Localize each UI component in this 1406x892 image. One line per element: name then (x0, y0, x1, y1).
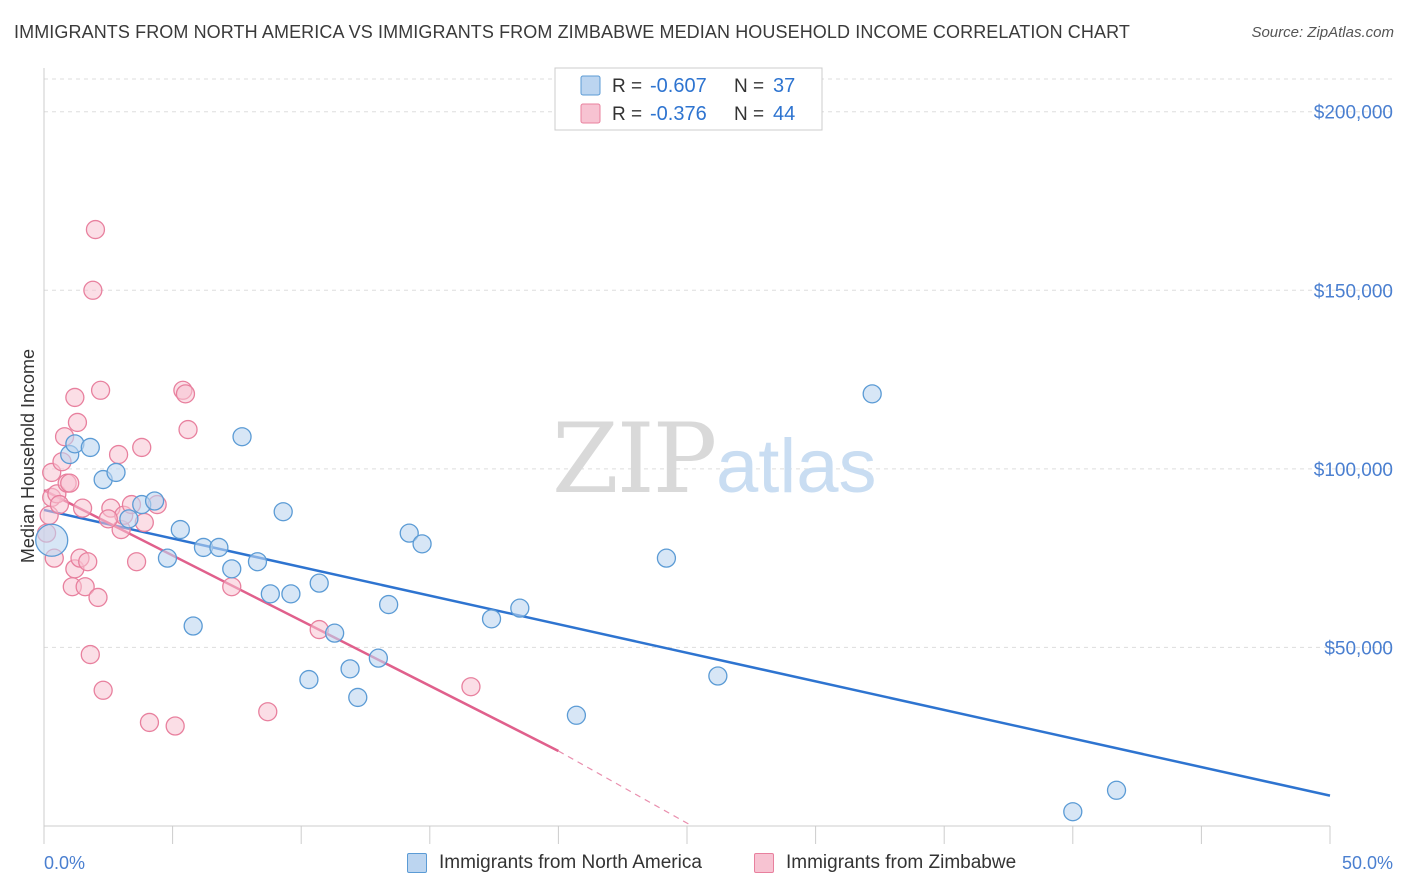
data-points (35, 219, 1127, 822)
stats-swatch-north-america (580, 75, 601, 96)
data-point-zimbabwe (178, 419, 198, 440)
data-point-zimbabwe (80, 644, 100, 665)
y-tick-label: $50,000 (1324, 638, 1393, 659)
data-point-zimbabwe (93, 680, 113, 700)
data-point-zimbabwe (461, 677, 481, 697)
data-point-north-america (1063, 802, 1083, 822)
data-point-north-america (708, 666, 728, 686)
trend-line-north-america (43, 508, 1331, 797)
data-point-north-america (209, 537, 229, 558)
data-point-zimbabwe (65, 387, 85, 408)
source-credit: Source: ZipAtlas.com (1251, 24, 1394, 41)
data-point-north-america (222, 559, 242, 579)
stats-n-value-1: 37 (773, 75, 795, 97)
data-point-north-america (348, 687, 368, 708)
data-point-north-america (481, 609, 502, 629)
trend-line-zimbabwe-extension (558, 750, 693, 827)
data-point-zimbabwe (175, 384, 196, 404)
data-point-zimbabwe (67, 412, 88, 433)
stats-swatch-zimbabwe (580, 103, 601, 124)
data-point-zimbabwe (90, 380, 111, 400)
stats-r-value-1: -0.607 (650, 75, 707, 97)
data-point-north-america (80, 437, 100, 458)
data-point-north-america (273, 502, 293, 522)
chart-title: IMMIGRANTS FROM NORTH AMERICA VS IMMIGRA… (14, 22, 1130, 42)
data-point-north-america (340, 659, 360, 679)
data-point-zimbabwe (98, 509, 118, 529)
data-point-north-america (247, 552, 268, 572)
data-point-north-america (309, 573, 329, 593)
data-point-zimbabwe (72, 498, 93, 518)
watermark-zip: ZIP (552, 403, 715, 515)
watermark: ZIP atlas (552, 403, 877, 515)
stats-n-label-2: N = (734, 104, 764, 125)
data-point-zimbabwe (132, 437, 152, 458)
data-point-north-america (510, 598, 530, 618)
legend-item-north-america: Immigrants from North America (407, 852, 702, 874)
data-point-north-america (1106, 780, 1127, 800)
data-point-north-america (157, 548, 178, 568)
data-point-north-america (399, 523, 419, 543)
data-point-zimbabwe (60, 473, 80, 493)
legend-label-north-america: Immigrants from North America (439, 852, 702, 873)
legend-swatch-zimbabwe (754, 853, 774, 873)
data-point-zimbabwe (85, 219, 106, 240)
y-tick-label: $150,000 (1314, 281, 1393, 302)
axes (43, 68, 1331, 844)
data-point-north-america (119, 509, 139, 529)
data-point-zimbabwe (83, 280, 103, 300)
data-point-zimbabwe (88, 587, 108, 608)
data-point-north-america (299, 669, 319, 690)
stats-box: R = -0.607 N = 37 R = -0.376 N = 44 (554, 67, 823, 131)
y-tick-label: $200,000 (1314, 103, 1393, 124)
data-point-zimbabwe (49, 494, 70, 515)
data-point-zimbabwe (258, 702, 278, 722)
data-point-north-america (183, 616, 203, 636)
y-tick-label: $100,000 (1314, 460, 1393, 481)
data-point-north-america (566, 705, 587, 725)
legend-swatch-north-america (407, 853, 427, 873)
stats-r-label-1: R = (612, 76, 642, 97)
watermark-atlas: atlas (716, 424, 877, 509)
trend-lines (43, 489, 1331, 827)
data-point-north-america (232, 427, 252, 447)
stats-n-value-2: 44 (773, 103, 795, 125)
legend-item-zimbabwe: Immigrants from Zimbabwe (754, 852, 1016, 874)
data-point-north-america (35, 523, 69, 557)
y-axis-label: Median Household Income (18, 349, 38, 563)
data-point-zimbabwe (108, 444, 129, 465)
data-point-north-america (368, 648, 389, 668)
stats-n-label-1: N = (734, 76, 764, 97)
stats-r-label-2: R = (612, 104, 642, 125)
data-point-north-america (170, 519, 190, 540)
data-point-zimbabwe (139, 712, 160, 733)
grid-layer: $50,000 $100,000 $150,000 $200,000 (44, 78, 1393, 659)
legend-label-zimbabwe: Immigrants from Zimbabwe (786, 852, 1017, 873)
data-point-north-america (144, 491, 165, 511)
data-point-north-america (862, 384, 882, 404)
data-point-north-america (106, 462, 126, 483)
data-point-north-america (281, 584, 301, 604)
stats-r-value-2: -0.376 (650, 103, 707, 125)
data-point-zimbabwe (126, 552, 147, 572)
data-point-zimbabwe (78, 552, 98, 572)
data-point-north-america (378, 594, 399, 615)
data-point-zimbabwe (222, 577, 242, 597)
data-point-north-america (412, 534, 432, 554)
x-tick-label-min: 0.0% (44, 853, 85, 873)
data-point-north-america (324, 623, 345, 643)
data-point-north-america (260, 584, 280, 604)
data-point-north-america (656, 548, 677, 568)
x-tick-label-max: 50.0% (1342, 853, 1393, 873)
data-point-zimbabwe (165, 716, 185, 736)
data-point-zimbabwe (75, 577, 95, 597)
